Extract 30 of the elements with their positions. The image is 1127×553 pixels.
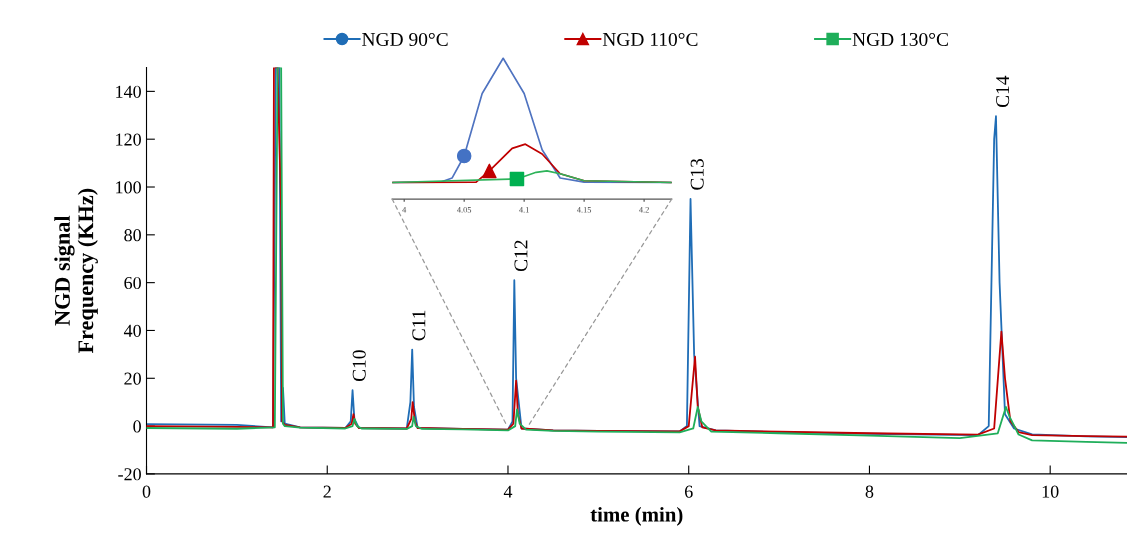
y-tick-label: 100 [116, 181, 141, 194]
y-tick-label: 20 [124, 372, 141, 385]
x-tick-label: 6 [684, 485, 693, 498]
y-tick-label: 120 [116, 133, 141, 146]
y-tick-label: 0 [133, 420, 141, 433]
y-tick-label: 80 [124, 229, 141, 242]
x-tick-label: 0 [142, 485, 151, 498]
annotation: C11 [412, 310, 426, 341]
x-tick-label: 8 [865, 485, 874, 498]
annotation: C14 [996, 75, 1010, 108]
x-tick-label: 4 [503, 485, 513, 498]
x-tick-label: 4.15 [577, 207, 592, 213]
legend-label: NGD 130°C [852, 32, 948, 47]
y-tick-label: -20 [118, 468, 141, 481]
x-tick-label: 4.2 [639, 206, 649, 213]
annotation: C10 [352, 350, 366, 382]
y-tick-label: 40 [123, 324, 141, 337]
x-tick-label: 4 [402, 207, 407, 213]
legend-label: NGD 90°C [362, 32, 448, 47]
x-tick-label: 10 [1042, 485, 1059, 498]
x-axis-title: time (min) [590, 506, 683, 526]
x-tick-label: 4.1 [519, 207, 529, 213]
x-tick-label: 2 [323, 485, 331, 498]
y-axis-title: NGD signal Frequency (KHz) [54, 188, 98, 354]
y-tick-label: 60 [124, 276, 141, 290]
annotation: C12 [514, 240, 528, 272]
x-tick-label: 4.05 [457, 206, 472, 213]
y-tick-label: 140 [116, 85, 141, 98]
legend-label: NGD 110°C [602, 32, 698, 47]
annotation: C13 [690, 158, 704, 190]
